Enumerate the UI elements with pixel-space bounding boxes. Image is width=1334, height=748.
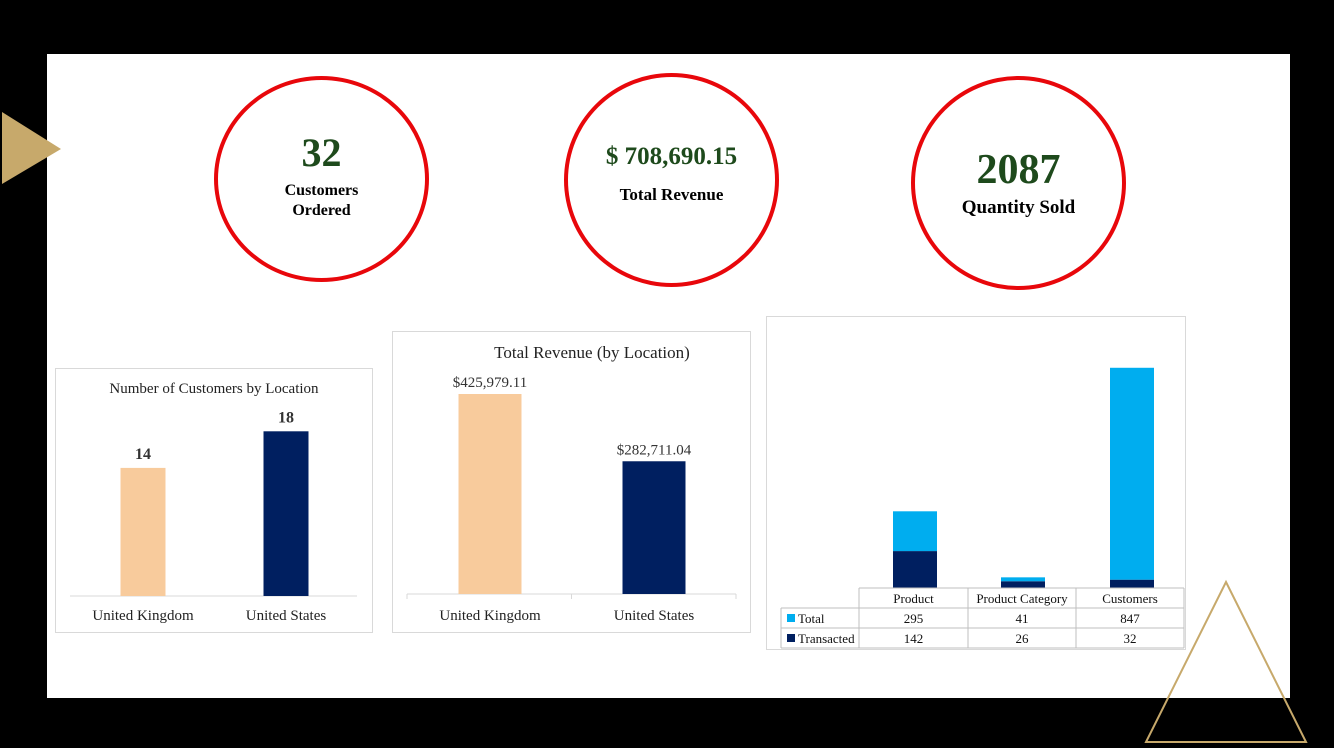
- table-header-customers: Customers: [1102, 591, 1158, 606]
- kpi-quantity-sold: 2087 Quantity Sold: [911, 76, 1126, 290]
- bar-total-customers: [1110, 367, 1154, 580]
- bar-transacted-product-category: [1001, 581, 1045, 588]
- data-label-united-kingdom: 14: [135, 446, 151, 463]
- category-label-united-kingdom: United Kingdom: [439, 608, 541, 624]
- kpi-customers-value: 32: [301, 130, 342, 175]
- legend-key-transacted: [787, 634, 795, 642]
- data-label-united-states: $282,711.04: [617, 442, 692, 458]
- total-vs-transacted-svg: Product Product Category Customers Total 295…: [780, 367, 1185, 649]
- bar-transacted-customers: [1110, 579, 1154, 588]
- total-vs-transacted-chart: Product Product Category Customers Total 295…: [766, 316, 1186, 650]
- category-label-united-kingdom: United Kingdom: [92, 608, 194, 624]
- customers-by-location-svg: Number of Customers by Location 14 United…: [70, 381, 357, 624]
- table-cell: 32: [1124, 631, 1137, 646]
- bar-united-kingdom: [458, 394, 522, 594]
- table-cell: 295: [904, 611, 924, 626]
- chart-title: Total Revenue (by Location): [494, 343, 690, 362]
- category-label-united-states: United States: [614, 608, 695, 624]
- revenue-by-location-svg: Total Revenue (by Location) $425,979.11 U…: [406, 343, 737, 624]
- table-cell: 847: [1120, 611, 1140, 626]
- kpi-quantity-value: 2087: [976, 147, 1061, 193]
- table-header-product-category: Product Category: [976, 591, 1068, 606]
- triangle-pointer-icon: [2, 112, 61, 184]
- table-cell: 41: [1016, 611, 1029, 626]
- data-label-united-kingdom: $425,979.11: [453, 375, 527, 391]
- legend-key-total: [787, 614, 795, 622]
- kpi-customers-ordered: 32 Customers Ordered: [214, 76, 429, 282]
- kpi-customers-label: Customers Ordered: [284, 182, 359, 219]
- legend-label-total: Total: [798, 611, 825, 626]
- chart-title: Number of Customers by Location: [109, 381, 319, 397]
- bar-total-product: [893, 511, 937, 552]
- revenue-by-location-chart: Total Revenue (by Location) $425,979.11 U…: [392, 331, 751, 633]
- bar-united-kingdom: [120, 467, 166, 596]
- kpi-revenue-label: Total Revenue: [619, 185, 724, 204]
- customers-by-location-chart: Number of Customers by Location 14 United…: [55, 368, 373, 633]
- triangle-outline-shape: [1144, 579, 1308, 743]
- kpi-quantity-label: Quantity Sold: [961, 197, 1076, 218]
- data-label-united-states: 18: [278, 409, 294, 426]
- bar-transacted-product: [893, 551, 937, 588]
- table-cell: 142: [904, 631, 924, 646]
- legend-label-transacted: Transacted: [798, 631, 855, 646]
- bar-united-states: [263, 431, 309, 596]
- triangle-outline-icon: [1144, 579, 1308, 743]
- bar-total-product-category: [1001, 577, 1045, 582]
- bar-united-states: [622, 461, 686, 594]
- triangle-pointer-shape: [2, 112, 61, 184]
- table-cell: 26: [1016, 631, 1030, 646]
- kpi-revenue-value: $ 708,690.15: [605, 143, 738, 170]
- kpi-total-revenue: $ 708,690.15 Total Revenue: [564, 73, 779, 287]
- table-header-product: Product: [893, 591, 934, 606]
- category-label-united-states: United States: [246, 608, 327, 624]
